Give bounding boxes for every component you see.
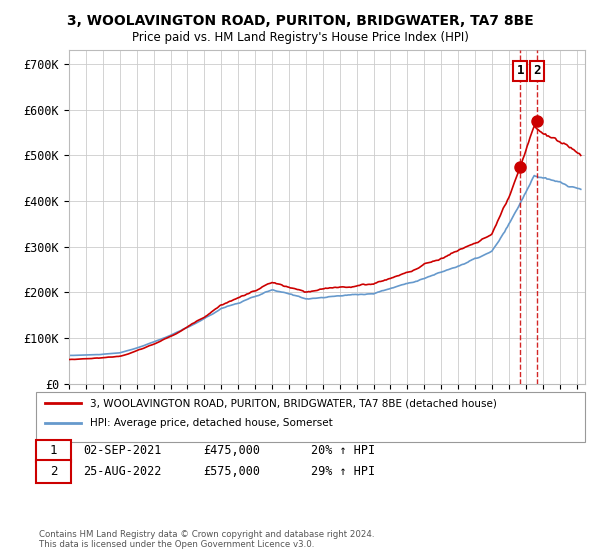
Text: 1: 1 [517,64,524,77]
Text: £475,000: £475,000 [203,444,260,458]
Text: 2: 2 [50,465,57,478]
Text: 2: 2 [533,64,541,77]
Text: 25-AUG-2022: 25-AUG-2022 [83,465,161,478]
Text: £575,000: £575,000 [203,465,260,478]
Text: 02-SEP-2021: 02-SEP-2021 [83,444,161,458]
Text: Price paid vs. HM Land Registry's House Price Index (HPI): Price paid vs. HM Land Registry's House … [131,31,469,44]
Text: 3, WOOLAVINGTON ROAD, PURITON, BRIDGWATER, TA7 8BE (detached house): 3, WOOLAVINGTON ROAD, PURITON, BRIDGWATE… [90,398,497,408]
Text: 29% ↑ HPI: 29% ↑ HPI [311,465,375,478]
Text: This data is licensed under the Open Government Licence v3.0.: This data is licensed under the Open Gov… [39,540,314,549]
Text: 20% ↑ HPI: 20% ↑ HPI [311,444,375,458]
Text: 3, WOOLAVINGTON ROAD, PURITON, BRIDGWATER, TA7 8BE: 3, WOOLAVINGTON ROAD, PURITON, BRIDGWATE… [67,14,533,28]
Text: Contains HM Land Registry data © Crown copyright and database right 2024.: Contains HM Land Registry data © Crown c… [39,530,374,539]
Text: 1: 1 [50,444,57,458]
Text: HPI: Average price, detached house, Somerset: HPI: Average price, detached house, Some… [90,418,333,428]
